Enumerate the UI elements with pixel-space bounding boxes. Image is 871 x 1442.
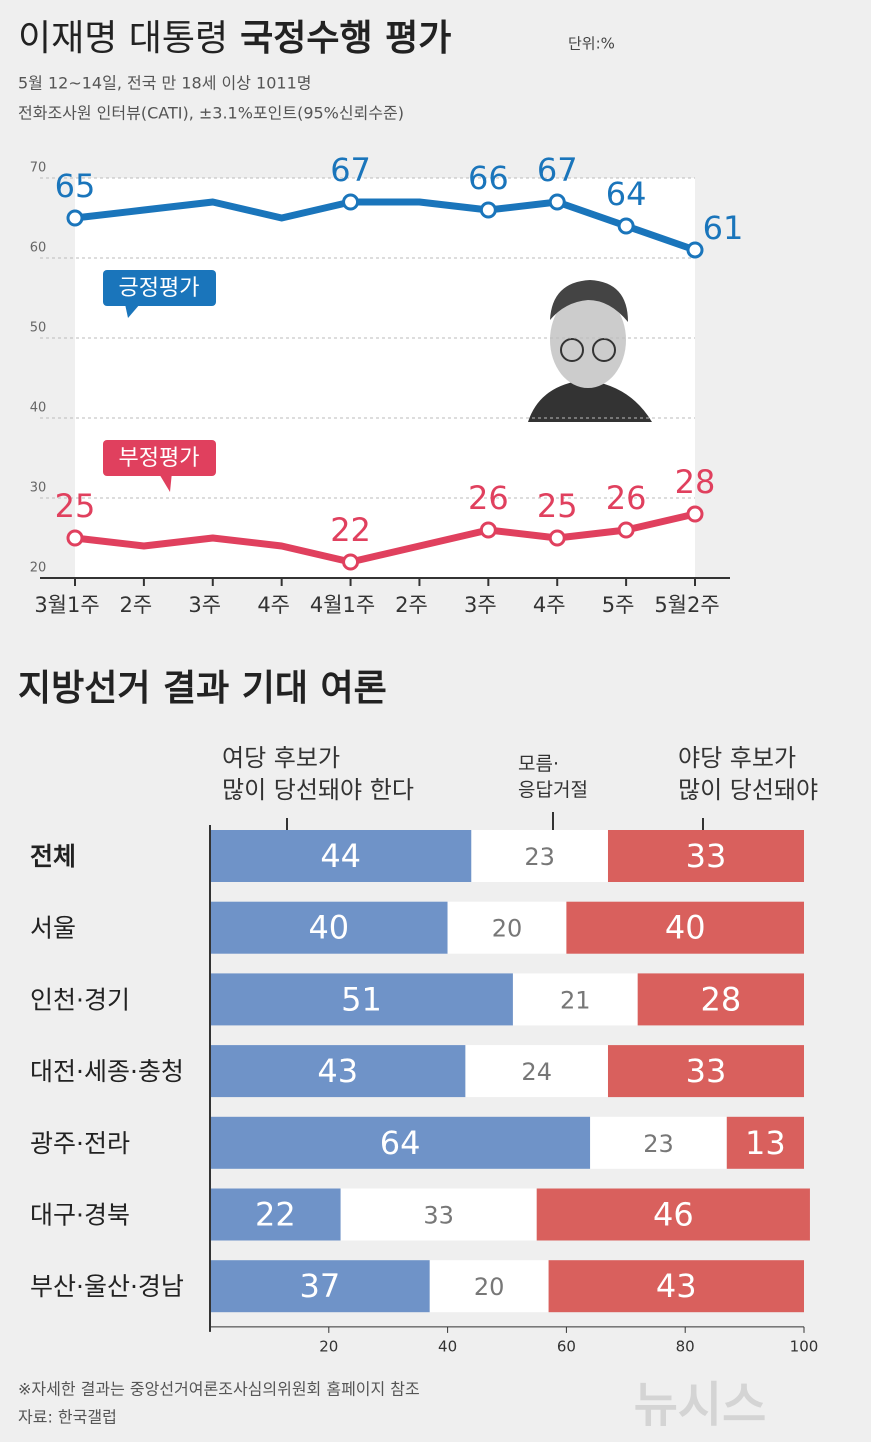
x-tick-label: 4주	[533, 593, 566, 617]
point	[68, 211, 82, 225]
legend-entry: 여당 후보가 많이 당선돼야 한다	[222, 742, 414, 807]
point	[68, 531, 82, 545]
value-label: 67	[537, 151, 578, 189]
value-label: 13	[745, 1124, 786, 1162]
x-tick-label: 60	[557, 1337, 576, 1355]
point	[619, 219, 633, 233]
value-label: 33	[686, 1052, 727, 1090]
point	[688, 243, 702, 257]
x-tick-label: 80	[676, 1337, 695, 1355]
page: 이재명 대통령 국정수행 평가 단위:% 5월 12~14일, 전국 만 18세 …	[0, 0, 871, 1442]
x-tick-label: 100	[790, 1337, 819, 1355]
y-tick-label: 50	[30, 321, 47, 336]
chart-title: 지방선거 결과 기대 여론	[18, 668, 387, 709]
chart: 이재명 대통령 국정수행 평가 단위:% 5월 12~14일, 전국 만 18세 …	[0, 0, 871, 1442]
x-tick-label: 20	[319, 1337, 338, 1355]
y-tick-label: 30	[30, 481, 47, 496]
value-label: 25	[537, 487, 578, 525]
value-label: 37	[300, 1267, 341, 1305]
category-label: 광주·전라	[30, 1129, 130, 1158]
x-tick-label: 2주	[120, 593, 153, 617]
value-label: 21	[560, 986, 591, 1014]
legend-entry: 모름· 응답거절	[518, 752, 588, 803]
value-label: 46	[653, 1196, 694, 1234]
source: 자료: 한국갤럽	[18, 1408, 117, 1427]
value-label: 51	[341, 980, 382, 1018]
value-label: 26	[606, 479, 647, 517]
value-label: 40	[308, 909, 349, 947]
value-label: 24	[521, 1058, 552, 1086]
point	[688, 507, 702, 521]
x-tick-label: 4주	[257, 593, 290, 617]
point	[344, 195, 358, 209]
footnote: ※자세한 결과는 중앙선거여론조사심의위원회 홈페이지 참조	[18, 1380, 420, 1399]
value-label: 64	[606, 175, 647, 213]
value-label: 28	[675, 463, 716, 501]
x-tick-label: 2주	[395, 593, 428, 617]
x-tick-label: 3주	[188, 593, 221, 617]
value-label: 64	[380, 1124, 421, 1162]
title-part: 국정수행 평가	[240, 18, 451, 59]
x-tick-label: 5주	[602, 593, 635, 617]
annotation: 긍정평가	[119, 276, 200, 301]
value-label: 67	[330, 151, 371, 189]
value-label: 23	[524, 843, 555, 871]
value-label: 33	[686, 837, 727, 875]
value-label: 44	[320, 837, 361, 875]
category-label: 서울	[30, 914, 76, 943]
value-label: 61	[703, 209, 744, 247]
chart-title: 이재명 대통령 국정수행 평가	[18, 18, 451, 59]
value-label: 43	[656, 1267, 697, 1305]
value-label: 28	[700, 980, 741, 1018]
value-label: 22	[330, 511, 371, 549]
value-label: 66	[468, 159, 509, 197]
value-label: 40	[665, 909, 706, 947]
category-label: 인천·경기	[30, 985, 130, 1014]
point	[481, 523, 495, 537]
y-tick-label: 40	[30, 401, 47, 416]
value-label: 65	[55, 167, 96, 205]
annotation: 부정평가	[119, 446, 200, 471]
value-label: 25	[55, 487, 96, 525]
subtitle: 5월 12~14일, 전국 만 18세 이상 1011명	[18, 74, 311, 93]
value-label: 43	[317, 1052, 358, 1090]
value-label: 23	[643, 1130, 674, 1158]
value-label: 20	[492, 915, 523, 943]
point	[619, 523, 633, 537]
x-tick-label: 40	[438, 1337, 457, 1355]
y-tick-label: 60	[30, 241, 47, 256]
category-label: 대전·세종·충청	[30, 1057, 184, 1086]
x-tick-label: 3월1주	[34, 593, 99, 617]
category-label: 전체	[30, 842, 76, 871]
point	[344, 555, 358, 569]
point	[550, 195, 564, 209]
value-label: 22	[255, 1196, 296, 1234]
value-label: 20	[474, 1273, 505, 1301]
legend-entry: 야당 후보가 많이 당선돼야	[678, 742, 818, 807]
subtitle: 전화조사원 인터뷰(CATI), ±3.1%포인트(95%신뢰수준)	[18, 104, 404, 123]
category-label: 부산·울산·경남	[30, 1272, 184, 1301]
y-tick-label: 20	[30, 561, 47, 576]
logo: 뉴시스	[634, 1377, 766, 1433]
x-tick-label: 3주	[464, 593, 497, 617]
category-label: 대구·경북	[30, 1201, 130, 1230]
point	[481, 203, 495, 217]
point	[550, 531, 564, 545]
unit: 단위:%	[568, 35, 615, 53]
photo	[528, 272, 652, 422]
x-tick-label: 5월2주	[654, 593, 719, 617]
value-label: 26	[468, 479, 509, 517]
y-tick-label: 70	[30, 161, 47, 176]
value-label: 33	[423, 1202, 454, 1230]
x-tick-label: 4월1주	[310, 593, 375, 617]
title-part: 이재명 대통령	[18, 18, 228, 59]
